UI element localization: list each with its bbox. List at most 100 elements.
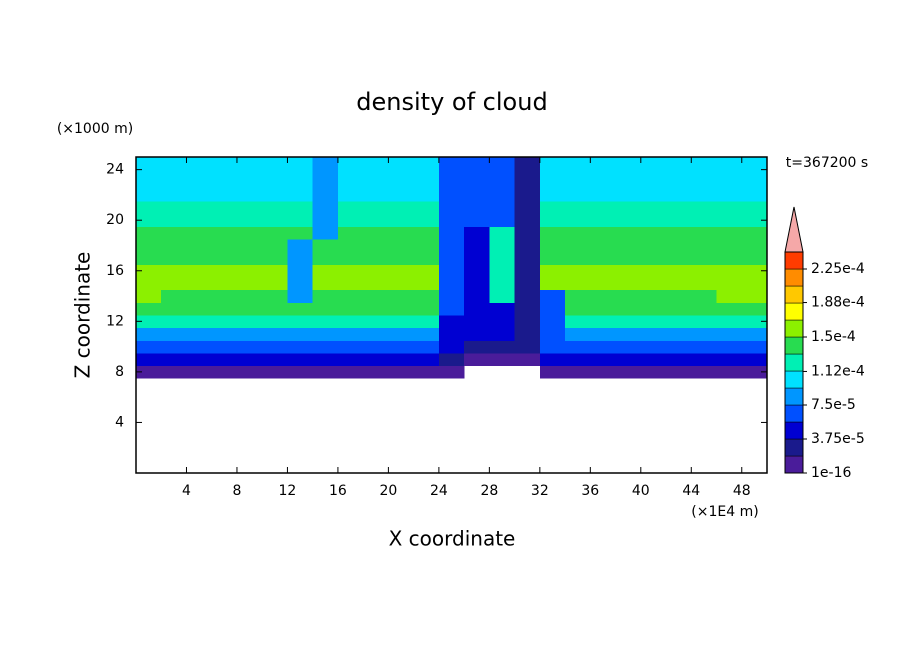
contour-cell	[489, 201, 516, 215]
contour-cell	[136, 213, 162, 228]
contour-cell	[691, 163, 718, 177]
contour-cell	[186, 289, 213, 303]
contour-cell	[363, 264, 389, 278]
contour-cell	[716, 277, 743, 291]
contour-cell	[161, 340, 187, 354]
contour-cell	[262, 201, 288, 215]
x-axis-label: X coordinate	[389, 527, 516, 551]
contour-cell	[489, 302, 516, 316]
contour-cell	[186, 264, 213, 278]
colorbar-band	[784, 370, 804, 389]
colorbar-tick-label: 7.5e-5	[811, 397, 856, 413]
contour-cell	[741, 277, 768, 291]
contour-cell	[666, 226, 692, 240]
contour-cell	[388, 315, 415, 329]
colorbar-tick-label: 1.88e-4	[811, 295, 865, 311]
contour-cell	[539, 289, 566, 303]
contour-cell	[615, 188, 642, 202]
contour-cell	[741, 315, 768, 329]
contour-cell	[464, 340, 490, 354]
contour-cell	[741, 327, 768, 341]
contour-cell	[337, 302, 364, 316]
contour-cell	[287, 175, 314, 190]
contour-cell	[691, 213, 718, 228]
contour-cell	[640, 365, 667, 379]
contour-cell	[363, 340, 389, 354]
contour-cell	[691, 175, 718, 190]
contour-cell	[388, 157, 415, 164]
contour-cell	[161, 302, 187, 316]
contour-cell	[262, 226, 288, 240]
contour-cell	[413, 264, 440, 278]
contour-cell	[161, 239, 187, 253]
contour-cell	[312, 213, 339, 228]
contour-cell	[262, 365, 288, 379]
colorbar-extension	[784, 206, 804, 253]
contour-cell	[590, 163, 617, 177]
contour-cell	[741, 239, 768, 253]
contour-cell	[666, 175, 692, 190]
contour-cell	[236, 352, 263, 367]
contour-cell	[136, 315, 162, 329]
contour-cell	[262, 352, 288, 367]
contour-cell	[666, 365, 692, 379]
x-tick-label: 32	[531, 483, 549, 499]
contour-cell	[514, 289, 541, 303]
contour-cell	[363, 163, 389, 177]
contour-cell	[691, 188, 718, 202]
contour-cell	[413, 175, 440, 190]
contour-cell	[666, 315, 692, 329]
contour-cell	[312, 264, 339, 278]
contour-cell	[590, 175, 617, 190]
contour-cell	[363, 289, 389, 303]
contour-cell	[287, 315, 314, 329]
y-tick-label: 8	[115, 364, 124, 380]
colorbar-band	[784, 421, 804, 440]
contour-cell	[438, 302, 465, 316]
contour-cell	[615, 365, 642, 379]
contour-cell	[615, 213, 642, 228]
contour-cell	[211, 175, 238, 190]
contour-cell	[363, 327, 389, 341]
contour-cell	[211, 277, 238, 291]
contour-cell	[565, 352, 591, 367]
contour-cell	[716, 213, 743, 228]
contour-cell	[539, 239, 566, 253]
contour-cell	[161, 163, 187, 177]
contour-cell	[337, 327, 364, 341]
contour-cell	[565, 315, 591, 329]
contour-cell	[413, 277, 440, 291]
contour-cell	[615, 302, 642, 316]
contour-cell	[161, 157, 187, 164]
colorbar-band	[784, 285, 804, 304]
contour-cell	[262, 188, 288, 202]
contour-cell	[464, 188, 490, 202]
contour-cell	[161, 365, 187, 379]
contour-cell	[741, 264, 768, 278]
contour-cell	[413, 157, 440, 164]
contour-cell	[262, 239, 288, 253]
contour-cell	[489, 175, 516, 190]
contour-cell	[514, 213, 541, 228]
contour-cell	[312, 277, 339, 291]
contour-cell	[388, 251, 415, 265]
contour-cell	[640, 327, 667, 341]
contour-cell	[666, 188, 692, 202]
contour-cell	[438, 365, 465, 379]
contour-cell	[590, 188, 617, 202]
contour-cell	[438, 213, 465, 228]
contour-cell	[236, 213, 263, 228]
contour-cell	[211, 365, 238, 379]
contour-cell	[666, 213, 692, 228]
time-annotation: t=367200 s	[786, 155, 868, 171]
contour-cell	[565, 188, 591, 202]
contour-cell	[312, 251, 339, 265]
contour-cell	[236, 289, 263, 303]
contour-cell	[691, 201, 718, 215]
contour-cell	[741, 226, 768, 240]
x-tick-label: 40	[632, 483, 650, 499]
contour-cell	[741, 175, 768, 190]
contour-cell	[691, 277, 718, 291]
contour-cell	[741, 213, 768, 228]
contour-cell	[312, 175, 339, 190]
